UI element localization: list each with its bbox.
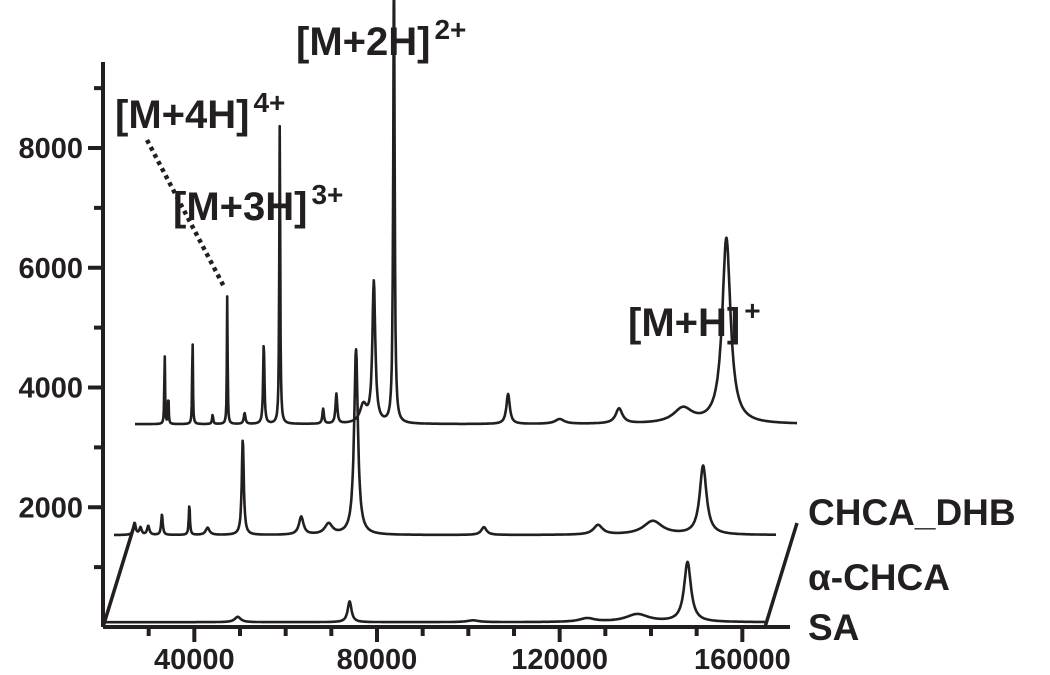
axes xyxy=(101,62,790,629)
y-tick-label: 4000 xyxy=(18,373,83,405)
spectra-traces xyxy=(102,0,798,624)
y-tick-label: 6000 xyxy=(18,253,83,285)
annotation-m-h: [M+H] + xyxy=(628,295,761,345)
annotation-text: [M+3H] 3+ xyxy=(173,179,343,229)
annotation-charge: 2+ xyxy=(434,14,466,45)
trace-sa xyxy=(102,560,766,624)
y-tick-label: 2000 xyxy=(18,492,83,524)
y-tick-label: 8000 xyxy=(18,133,83,165)
x-tick-label: 120000 xyxy=(511,644,608,675)
annotation-base: [M+H] xyxy=(628,301,740,345)
annotation-m-3h-3: [M+3H] 3+ xyxy=(173,179,343,229)
annotation-base: [M+2H] xyxy=(296,20,430,64)
waterfall-frame xyxy=(101,522,799,628)
annotation-text: [M+4H] 4+ xyxy=(115,87,285,137)
annotation-charge: 4+ xyxy=(253,87,285,118)
series-label-chca-dhb: CHCA_DHB xyxy=(808,492,1016,533)
annotation-text: [M+H] + xyxy=(628,295,761,345)
series-label-chca: α-CHCA xyxy=(808,557,950,598)
series-label-sa: SA xyxy=(808,607,859,648)
annotation-leader-dotted xyxy=(145,138,226,287)
annotation-text: [M+2H] 2+ xyxy=(296,14,466,64)
frame-right-edge xyxy=(763,522,799,628)
x-tick-label: 80000 xyxy=(337,644,418,675)
annotation-charge: 3+ xyxy=(311,179,343,210)
trace-chca xyxy=(113,348,777,537)
peak-annotations: [M+4H] 4+ [M+3H] 3+ [M+2H] 2+ [M+H] + xyxy=(115,14,761,345)
annotation-m-4h-4: [M+4H] 4+ xyxy=(115,87,285,137)
series-labels: SA α-CHCA CHCA_DHB xyxy=(808,492,1016,648)
x-tick-label: 40000 xyxy=(154,644,235,675)
trace-chca-dhb xyxy=(134,0,798,426)
x-tick-label: 160000 xyxy=(694,644,791,675)
annotation-base: [M+3H] xyxy=(173,185,307,229)
annotation-m-2h-2: [M+2H] 2+ xyxy=(296,14,466,64)
axis-ticks: 40000 80000 120000 160000 2000 4000 6000 8000 xyxy=(18,86,791,675)
frame-left-edge xyxy=(101,522,137,628)
annotation-charge: + xyxy=(744,295,760,326)
annotation-base: [M+4H] xyxy=(115,93,249,137)
